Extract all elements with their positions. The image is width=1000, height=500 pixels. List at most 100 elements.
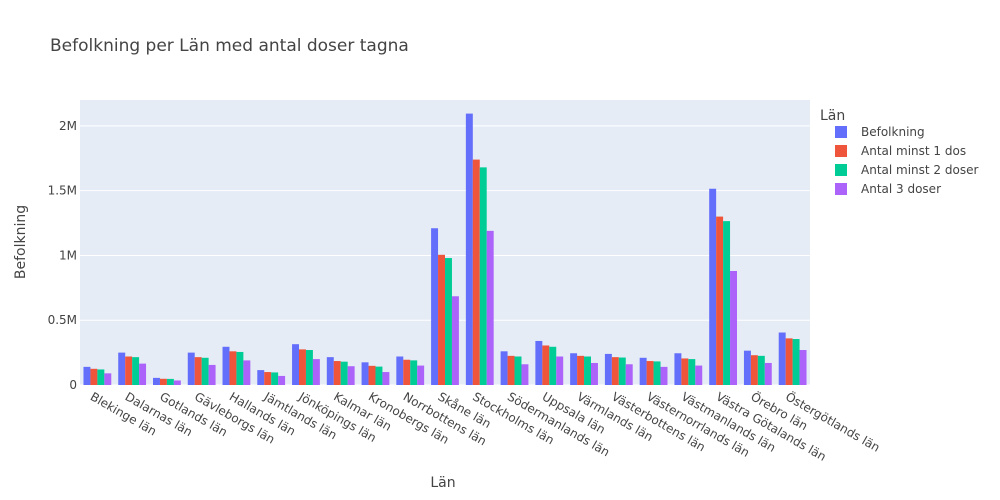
bar [222,346,230,385]
bar [194,357,202,385]
bar [153,377,160,385]
bar [611,357,619,385]
legend-swatch[interactable] [835,145,847,157]
bar [486,230,494,385]
legend-swatch[interactable] [835,164,847,176]
bar [681,358,689,385]
bar [292,344,299,385]
bar [159,378,167,385]
bar [792,339,800,385]
bar [125,356,133,385]
bar [604,353,612,385]
y-tick-label: 0 [69,378,77,392]
y-tick-label: 1.5M [48,184,77,198]
bar [521,364,529,385]
bar [257,370,265,385]
bar [410,360,418,385]
y-tick-label: 0.5M [48,313,77,327]
bar [785,338,793,385]
bar [243,360,251,385]
bar [97,369,105,385]
bar [264,372,272,385]
legend-title: Län [820,108,845,124]
bar [438,254,445,385]
y-axis-label: Befolkning [13,205,29,279]
bar [451,296,459,385]
bar [584,356,591,385]
bar [445,258,452,385]
bar [403,359,411,385]
bar [674,353,682,385]
bar [104,373,112,385]
bars [83,113,807,386]
bar [271,372,279,385]
bar [132,357,140,385]
bar [375,366,383,385]
bar [173,380,181,385]
bar [299,349,306,385]
bar [764,362,772,385]
bar [347,366,355,385]
y-tick-label: 1M [59,248,77,262]
bar [166,378,174,385]
bar [688,359,696,385]
legend-item-label[interactable]: Antal minst 2 doser [861,163,978,177]
bar [340,361,348,385]
bar [361,362,369,385]
bar [542,345,550,385]
bar [431,228,439,385]
bar [743,350,751,385]
bar [382,372,390,385]
bar [500,351,508,385]
bar [118,352,126,385]
bar [750,355,758,385]
bar [591,362,598,385]
y-axis-ticks: 0 0.5M 1M 1.5M 2M [48,119,77,392]
bar [723,221,731,385]
bar [472,159,480,385]
bar [305,350,313,385]
bar [326,357,334,385]
bar [278,375,286,385]
bar [570,353,578,385]
bar [778,332,786,385]
legend-item-label[interactable]: Antal minst 1 dos [861,144,966,158]
bar [618,357,626,385]
legend-swatch[interactable] [835,126,847,138]
bar [799,350,807,385]
legend-item-label[interactable]: Befolkning [861,125,925,139]
bar [90,368,98,385]
bar [229,351,237,385]
bar [83,366,91,385]
bar [368,365,376,385]
legend: Län Befolkning Antal minst 1 dos Antal min… [820,108,978,196]
bar [625,364,633,385]
legend-item-label[interactable]: Antal 3 doser [861,182,941,196]
bar [556,356,564,385]
bar [653,361,661,385]
bar [660,366,668,385]
bar [465,113,473,386]
bar [201,357,209,385]
bar [709,188,717,385]
bar [549,346,557,385]
bar [716,216,724,385]
bar [757,355,765,385]
bar [577,355,585,385]
bar [333,361,341,385]
bar [396,356,404,385]
bar [507,355,515,385]
bar [535,340,543,385]
bar [139,363,147,385]
bar [730,271,737,385]
bar [208,364,216,385]
bar [417,365,425,385]
bar [639,357,647,385]
bar [187,352,195,385]
bar [646,361,654,385]
legend-swatch[interactable] [835,183,847,195]
bar [514,356,522,385]
bar [695,365,703,385]
